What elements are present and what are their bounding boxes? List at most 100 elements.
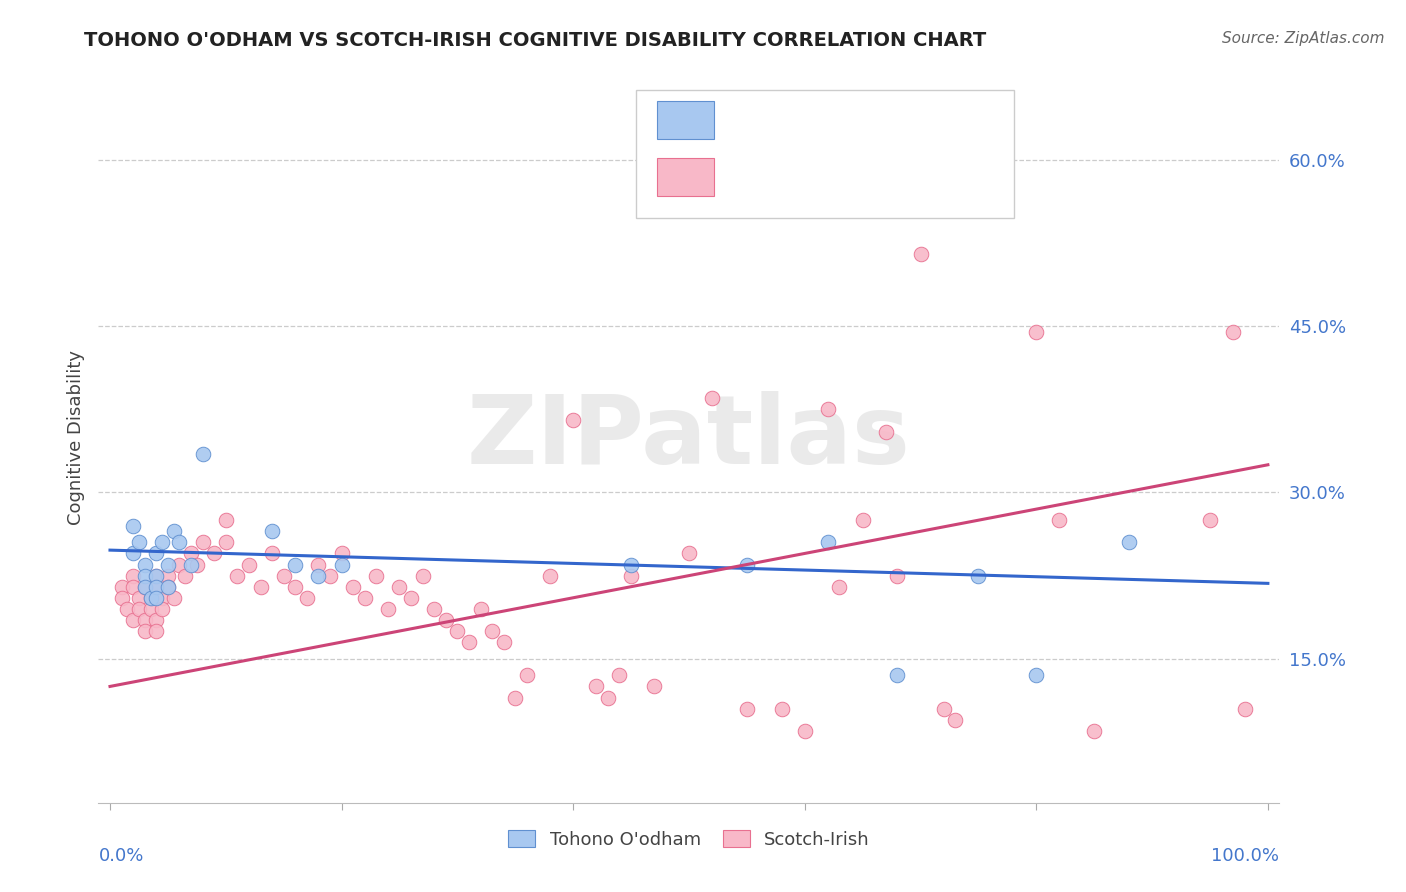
Point	[538, 568, 561, 582]
Point	[481, 624, 503, 638]
Point	[967, 568, 990, 582]
Point	[122, 613, 145, 627]
Point	[1222, 325, 1244, 339]
Point	[620, 568, 643, 582]
Text: R =  0.427   N = 84: R = 0.427 N = 84	[724, 168, 901, 186]
Point	[932, 701, 955, 715]
Point	[139, 591, 162, 605]
Point	[134, 558, 156, 572]
Point	[139, 591, 162, 605]
Y-axis label: Cognitive Disability: Cognitive Disability	[66, 350, 84, 524]
Point	[886, 668, 908, 682]
Point	[1118, 535, 1140, 549]
Point	[1083, 723, 1105, 738]
Point	[516, 668, 538, 682]
Point	[156, 568, 179, 582]
Point	[117, 602, 139, 616]
Point	[423, 602, 446, 616]
Point	[215, 513, 238, 527]
Point	[273, 568, 295, 582]
Point	[145, 568, 167, 582]
Point	[886, 568, 908, 582]
Point	[446, 624, 468, 638]
Point	[770, 701, 793, 715]
Point	[700, 392, 723, 406]
Point	[330, 558, 353, 572]
Point	[620, 558, 643, 572]
Point	[150, 602, 173, 616]
Point	[284, 558, 307, 572]
Point	[342, 580, 364, 594]
Point	[943, 713, 966, 727]
Point	[319, 568, 342, 582]
Point	[238, 558, 260, 572]
Point	[330, 546, 353, 560]
Text: Source: ZipAtlas.com: Source: ZipAtlas.com	[1222, 31, 1385, 46]
Point	[191, 447, 214, 461]
Text: ZIPatlas: ZIPatlas	[467, 391, 911, 483]
Point	[145, 613, 167, 627]
FancyBboxPatch shape	[657, 102, 714, 139]
Point	[186, 558, 208, 572]
Point	[110, 591, 132, 605]
Text: TOHONO O'ODHAM VS SCOTCH-IRISH COGNITIVE DISABILITY CORRELATION CHART: TOHONO O'ODHAM VS SCOTCH-IRISH COGNITIVE…	[84, 31, 987, 50]
Point	[202, 546, 225, 560]
Text: 100.0%: 100.0%	[1212, 847, 1279, 864]
Point	[817, 535, 839, 549]
Point	[110, 580, 132, 594]
Point	[1233, 701, 1256, 715]
Point	[191, 535, 214, 549]
Point	[492, 635, 515, 649]
Point	[134, 580, 156, 594]
Point	[174, 568, 197, 582]
Point	[817, 402, 839, 417]
Point	[122, 580, 145, 594]
Point	[643, 680, 665, 694]
Point	[122, 518, 145, 533]
Point	[412, 568, 434, 582]
Point	[735, 701, 758, 715]
Point	[399, 591, 422, 605]
Point	[150, 591, 173, 605]
Point	[163, 524, 186, 539]
Point	[262, 546, 284, 560]
Point	[1025, 668, 1047, 682]
Point	[156, 580, 179, 594]
Text: R = -0.205   N = 29: R = -0.205 N = 29	[724, 112, 901, 129]
Point	[128, 535, 150, 549]
Point	[134, 580, 156, 594]
Point	[562, 413, 585, 427]
Point	[122, 546, 145, 560]
Text: 0.0%: 0.0%	[98, 847, 143, 864]
Point	[307, 558, 329, 572]
Point	[262, 524, 284, 539]
Point	[145, 580, 167, 594]
Point	[852, 513, 875, 527]
Point	[156, 580, 179, 594]
Point	[1025, 325, 1047, 339]
Point	[596, 690, 619, 705]
Point	[353, 591, 375, 605]
Point	[458, 635, 481, 649]
Point	[128, 602, 150, 616]
Point	[388, 580, 411, 594]
Point	[249, 580, 271, 594]
Point	[1199, 513, 1222, 527]
Point	[145, 624, 167, 638]
Legend: Tohono O'odham, Scotch-Irish: Tohono O'odham, Scotch-Irish	[501, 822, 877, 856]
Point	[1049, 513, 1071, 527]
Point	[145, 580, 167, 594]
Point	[156, 558, 179, 572]
Point	[180, 546, 202, 560]
Point	[503, 690, 526, 705]
Point	[226, 568, 249, 582]
Point	[145, 591, 167, 605]
FancyBboxPatch shape	[657, 158, 714, 195]
Point	[875, 425, 897, 439]
Point	[793, 723, 815, 738]
Point	[163, 591, 186, 605]
Point	[585, 680, 607, 694]
Point	[150, 535, 173, 549]
Point	[134, 613, 156, 627]
Point	[910, 247, 932, 261]
